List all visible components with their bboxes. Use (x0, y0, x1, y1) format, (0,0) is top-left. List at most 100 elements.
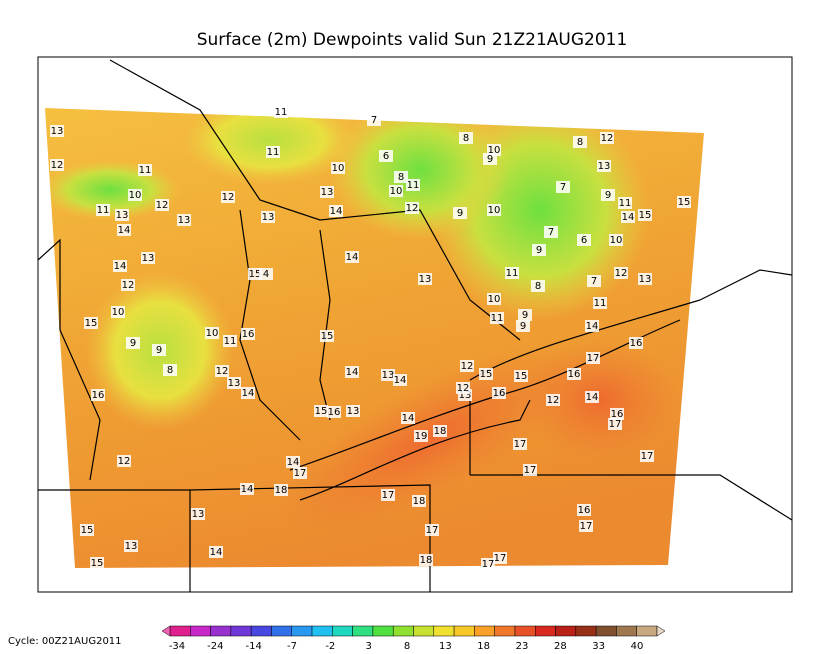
label-box (286, 456, 300, 468)
contour-label: 11 (224, 336, 237, 347)
boundaries (37, 59, 793, 592)
label-box (367, 114, 381, 126)
contour-label: 12 (601, 133, 614, 144)
colorbar-box (271, 625, 293, 637)
contour-label: 15 (639, 210, 652, 221)
contour-label: 11 (594, 298, 607, 309)
contour-label: 10 (332, 163, 345, 174)
contour-label: 12 (461, 361, 474, 372)
contour-label: 15 (678, 197, 691, 208)
colorbar-tick-label: 3 (365, 641, 371, 650)
contour-label: 15 (321, 331, 334, 342)
contour-label: 9 (487, 154, 493, 165)
contour-label: 12 (122, 280, 135, 291)
contour-label: 7 (371, 115, 377, 126)
colorbar-box (210, 625, 232, 637)
colorbar-tick-label: 18 (477, 641, 490, 650)
label-box (191, 508, 205, 520)
label-box (608, 418, 622, 430)
colorbar-box (535, 625, 556, 637)
contour-label: 11 (407, 180, 420, 191)
contour-label: 11 (267, 147, 280, 158)
label-box (586, 352, 600, 364)
colorbar-end (656, 625, 666, 637)
contour-label: 17 (609, 419, 622, 430)
contour-label: 15 (85, 318, 98, 329)
label-box (456, 382, 470, 394)
contour-label: 14 (330, 206, 343, 217)
contour-label: 17 (514, 439, 527, 450)
contour-label: 18 (275, 485, 288, 496)
contour-label: 16 (630, 338, 643, 349)
contour-label: 14 (394, 375, 407, 386)
contour-label: 9 (536, 245, 542, 256)
contour-label: 4 (263, 269, 269, 280)
contour-label: 17 (382, 490, 395, 501)
label-box (240, 483, 254, 495)
label-box (128, 189, 142, 201)
colorbar-box (555, 625, 577, 637)
label-box (389, 185, 403, 197)
contour-label: 14 (210, 547, 223, 558)
label-box (425, 524, 439, 536)
contour-label: 8 (535, 281, 541, 292)
map-frame (37, 56, 793, 593)
label-box (579, 520, 593, 532)
contour-label: 17 (524, 465, 537, 476)
contour-label: 11 (619, 198, 632, 209)
contour-label: 9 (156, 345, 162, 356)
contour-label: 13 (321, 187, 334, 198)
label-box (274, 484, 288, 496)
contour-label: 17 (580, 521, 593, 532)
colorbar-box (230, 625, 252, 637)
label-box (80, 524, 94, 536)
contour-label: 9 (520, 321, 526, 332)
contour-label: 10 (390, 186, 403, 197)
contour-label: 17 (426, 525, 439, 536)
label-box (50, 125, 64, 137)
label-box (345, 366, 359, 378)
label-box (556, 181, 570, 193)
contour-label: 18 (420, 555, 433, 566)
label-box (544, 226, 558, 238)
label-box (418, 273, 432, 285)
contour-label: 11 (139, 165, 152, 176)
contour-label: 13 (192, 509, 205, 520)
label-box (346, 405, 360, 417)
contour-label: 13 (419, 274, 432, 285)
contour-label: 7 (548, 227, 554, 238)
contour-label: 15 (515, 371, 528, 382)
contour-label: 12 (457, 383, 470, 394)
label-box (261, 211, 275, 223)
contour-label: 14 (114, 261, 127, 272)
map-title: Surface (2m) Dewpoints valid Sun 21Z21AU… (197, 30, 628, 50)
colorbar-box (595, 625, 617, 637)
label-box (329, 205, 343, 217)
contour-label: 12 (406, 203, 419, 214)
colorbar-box (474, 625, 495, 637)
contour-label: 13 (459, 390, 472, 401)
contour-label: 13 (598, 161, 611, 172)
label-box (314, 405, 328, 417)
label-box (532, 244, 546, 256)
colorbar-box (636, 625, 658, 637)
contour-label: 15 (81, 525, 94, 536)
label-box (577, 234, 591, 246)
contour-label: 14 (242, 388, 255, 399)
colorbar-box (433, 625, 455, 637)
label-box (479, 368, 493, 380)
contour-label: 12 (547, 395, 560, 406)
contour-label: 12 (615, 268, 628, 279)
contour-label: 13 (51, 126, 64, 137)
contour-label: 12 (222, 192, 235, 203)
label-box (345, 251, 359, 263)
label-box (453, 207, 467, 219)
label-box (460, 360, 474, 372)
label-box (585, 320, 599, 332)
label-box (115, 209, 129, 221)
label-box (50, 159, 64, 171)
contour-label: 14 (586, 392, 599, 403)
contour-label: 16 (568, 369, 581, 380)
colorbar-tick-label: 28 (554, 641, 567, 650)
